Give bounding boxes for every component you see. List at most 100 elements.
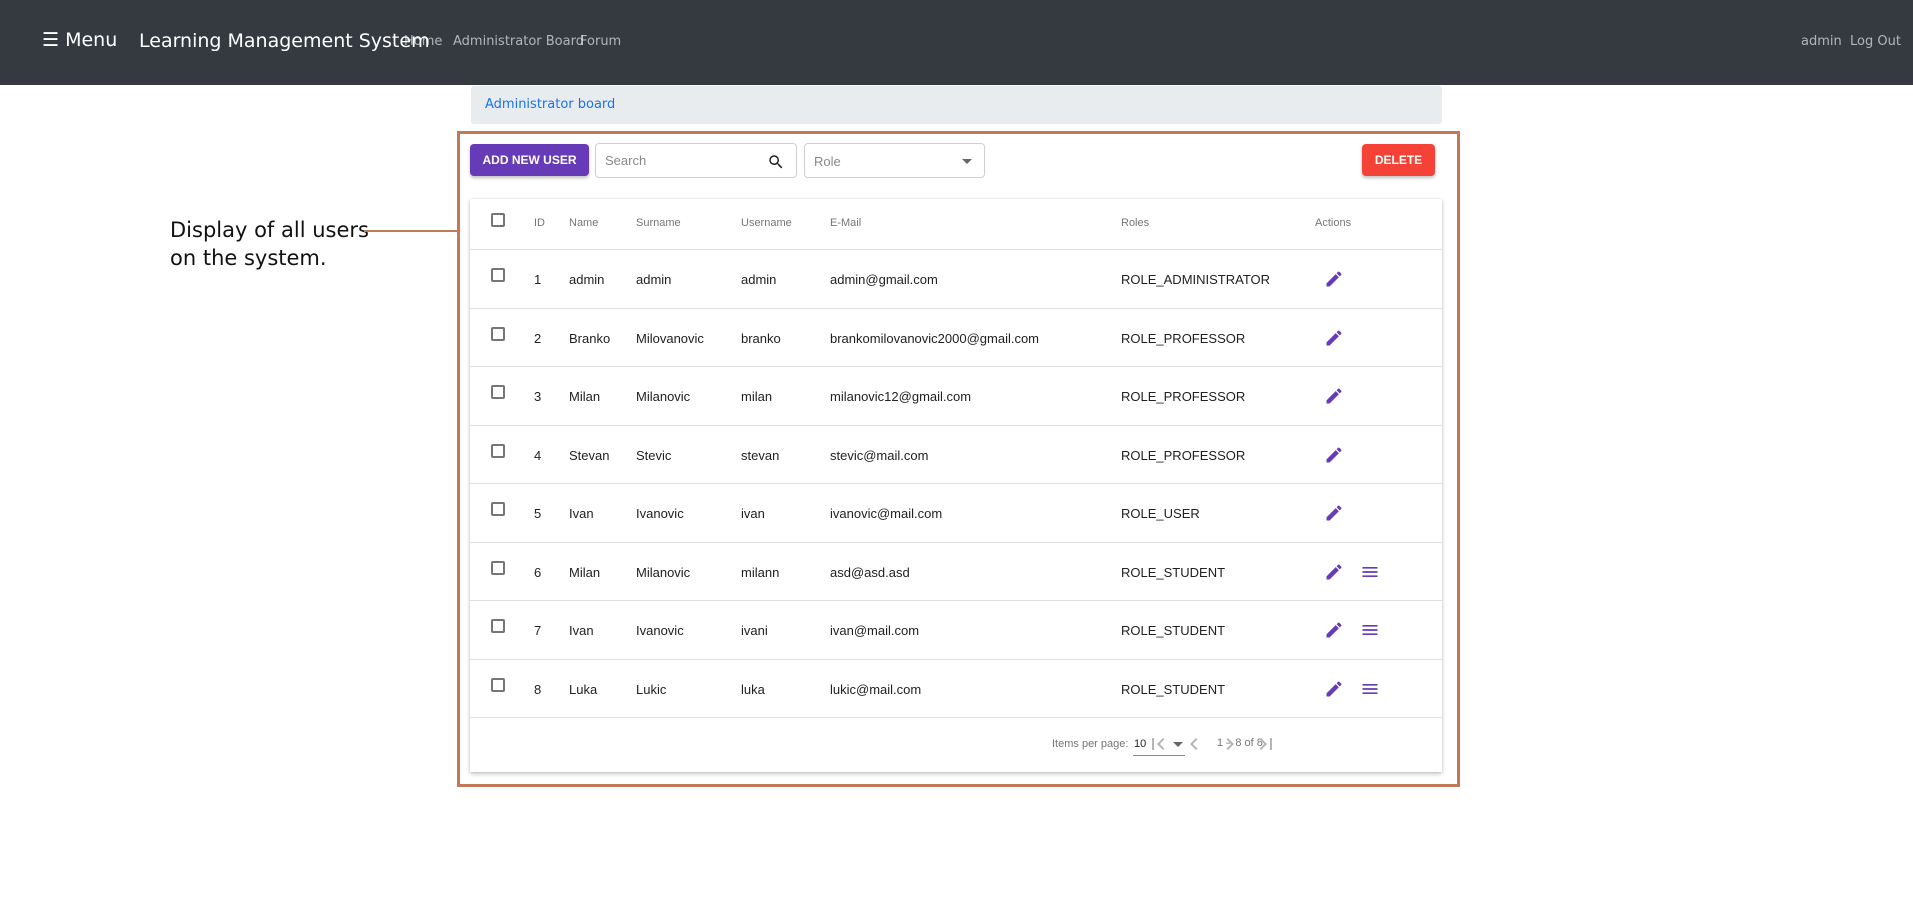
cell-role: ROLE_STUDENT: [1121, 681, 1226, 697]
column-header-roles[interactable]: Roles: [1121, 217, 1150, 229]
delete-button[interactable]: DELETE: [1362, 144, 1435, 176]
table-row[interactable]: 7 Ivan Ivanovic ivani ivan@mail.com ROLE_STUD…: [470, 601, 1442, 660]
pencil-icon[interactable]: [1324, 620, 1344, 640]
cell-id: 1: [534, 272, 542, 287]
column-header-surname[interactable]: Surname: [636, 217, 681, 229]
cell-name: Milan: [569, 564, 601, 580]
annotation-line-2: on the system.: [170, 246, 327, 270]
cell-username: ivan: [741, 506, 765, 521]
cell-surname: Ivanovic: [636, 623, 684, 638]
cell-username: ivani: [741, 623, 768, 638]
select-all-checkbox[interactable]: [491, 213, 505, 227]
cell-role: ROLE_PROFESSOR: [1121, 330, 1246, 346]
cell-username: luka: [741, 681, 765, 697]
pencil-icon[interactable]: [1324, 328, 1344, 348]
pencil-icon[interactable]: [1324, 445, 1344, 465]
cell-username: stevan: [741, 447, 780, 463]
cell-email: ivan@mail.com: [830, 623, 920, 638]
cell-surname: Stevic: [636, 447, 672, 463]
nav-link-administrator-board[interactable]: Administrator Board: [453, 34, 584, 49]
cell-email: ivanovic@mail.com: [830, 506, 943, 521]
cell-role: ROLE_ADMINISTRATOR: [1121, 272, 1271, 287]
row-checkbox[interactable]: [491, 443, 505, 458]
brand-title: Learning Management System: [139, 30, 430, 52]
table-header-row: ID Name Surname Username E-Mail Roles Ac…: [470, 199, 1442, 250]
cell-username: branko: [741, 330, 781, 346]
annotation-line-1: Display of all users: [170, 218, 369, 242]
cell-id: 7: [534, 623, 542, 638]
row-checkbox[interactable]: [491, 385, 505, 399]
pencil-icon[interactable]: [1324, 679, 1344, 699]
last-page-icon[interactable]: [1254, 732, 1278, 756]
column-header-email[interactable]: E-Mail: [830, 217, 862, 229]
pencil-icon[interactable]: [1324, 562, 1344, 582]
column-header-username[interactable]: Username: [741, 217, 792, 229]
cell-name: Ivan: [569, 506, 594, 521]
page-size-value: 10: [1134, 738, 1147, 750]
row-checkbox[interactable]: [491, 326, 505, 341]
cell-email: brankomilovanovic2000@gmail.com: [830, 330, 1040, 346]
cell-surname: admin: [636, 272, 672, 287]
search-icon[interactable]: [767, 153, 785, 171]
table-row[interactable]: 8 Luka Lukic luka lukic@mail.com ROLE_STUDENT: [470, 660, 1442, 718]
pencil-icon[interactable]: [1324, 269, 1344, 289]
table-row[interactable]: 5 Ivan Ivanovic ivan ivanovic@mail.com ROLE_U…: [470, 484, 1442, 543]
logout-link[interactable]: Log Out: [1850, 34, 1901, 49]
row-checkbox[interactable]: [491, 268, 505, 282]
row-checkbox[interactable]: [491, 619, 505, 633]
annotation-connector: [364, 230, 457, 232]
cell-id: 3: [534, 389, 542, 404]
role-select-placeholder: Role: [814, 154, 841, 169]
cell-surname: Milanovic: [636, 564, 691, 580]
cell-id: 2: [534, 330, 542, 346]
pencil-icon[interactable]: [1324, 503, 1344, 523]
chevron-right-icon[interactable]: [1218, 732, 1242, 756]
list-icon[interactable]: [1360, 562, 1380, 582]
cell-name: Stevan: [569, 447, 610, 463]
cell-email: lukic@mail.com: [830, 681, 922, 697]
first-page-icon[interactable]: [1146, 732, 1170, 756]
search-input[interactable]: [605, 153, 755, 168]
chevron-down-icon: [1173, 742, 1183, 747]
list-icon[interactable]: [1360, 620, 1380, 640]
table-row[interactable]: 6 Milan Milanovic milann asd@asd.asd ROLE_STU…: [470, 543, 1442, 601]
nav-link-home[interactable]: Home: [404, 34, 443, 49]
chevron-left-icon[interactable]: [1182, 732, 1206, 756]
cell-role: ROLE_PROFESSOR: [1121, 447, 1246, 463]
cell-name: Luka: [569, 681, 598, 697]
column-header-name[interactable]: Name: [569, 217, 599, 229]
nav-user-name[interactable]: admin: [1801, 34, 1842, 49]
chevron-down-icon: [962, 159, 972, 164]
list-icon[interactable]: [1360, 679, 1380, 699]
add-new-user-button[interactable]: ADD NEW USER: [470, 144, 589, 176]
row-checkbox[interactable]: [491, 502, 505, 516]
nav-link-forum[interactable]: Forum: [580, 34, 622, 49]
items-per-page-label: Items per page:: [1052, 738, 1129, 750]
table-row[interactable]: 1 admin admin admin admin@gmail.com ROLE_ADMI…: [470, 250, 1442, 309]
cell-username: milan: [741, 389, 773, 404]
paginator: Items per page: 10 1 – 8 of 8: [470, 718, 1442, 772]
row-checkbox[interactable]: [491, 560, 505, 575]
cell-id: 5: [534, 506, 542, 521]
table-row[interactable]: 4 Stevan Stevic stevan stevic@mail.com ROLE_P…: [470, 426, 1442, 484]
role-filter-select[interactable]: Role: [804, 143, 985, 178]
cell-id: 6: [534, 564, 542, 580]
annotation-highlight-frame: [457, 131, 1460, 787]
annotation-callout: Display of all users on the system.: [170, 216, 369, 272]
column-header-id[interactable]: ID: [534, 217, 545, 229]
table-row[interactable]: 3 Milan Milanovic milan milanovic12@gmail.co…: [470, 367, 1442, 426]
cell-id: 8: [534, 681, 542, 697]
breadcrumb-administrator-board[interactable]: Administrator board: [485, 97, 616, 112]
page-size-select[interactable]: 10: [1133, 732, 1185, 756]
column-header-actions: Actions: [1315, 217, 1352, 229]
pencil-icon[interactable]: [1324, 386, 1344, 406]
table-row[interactable]: 2 Branko Milovanovic branko brankomilovanovi…: [470, 309, 1442, 367]
cell-email: admin@gmail.com: [830, 272, 938, 287]
cell-username: admin: [741, 272, 777, 287]
row-checkbox[interactable]: [491, 677, 505, 692]
cell-role: ROLE_USER: [1121, 506, 1200, 521]
cell-email: stevic@mail.com: [830, 447, 929, 463]
menu-toggle[interactable]: ☰ Menu: [42, 29, 118, 51]
search-field[interactable]: [595, 143, 797, 178]
cell-role: ROLE_STUDENT: [1121, 623, 1226, 638]
